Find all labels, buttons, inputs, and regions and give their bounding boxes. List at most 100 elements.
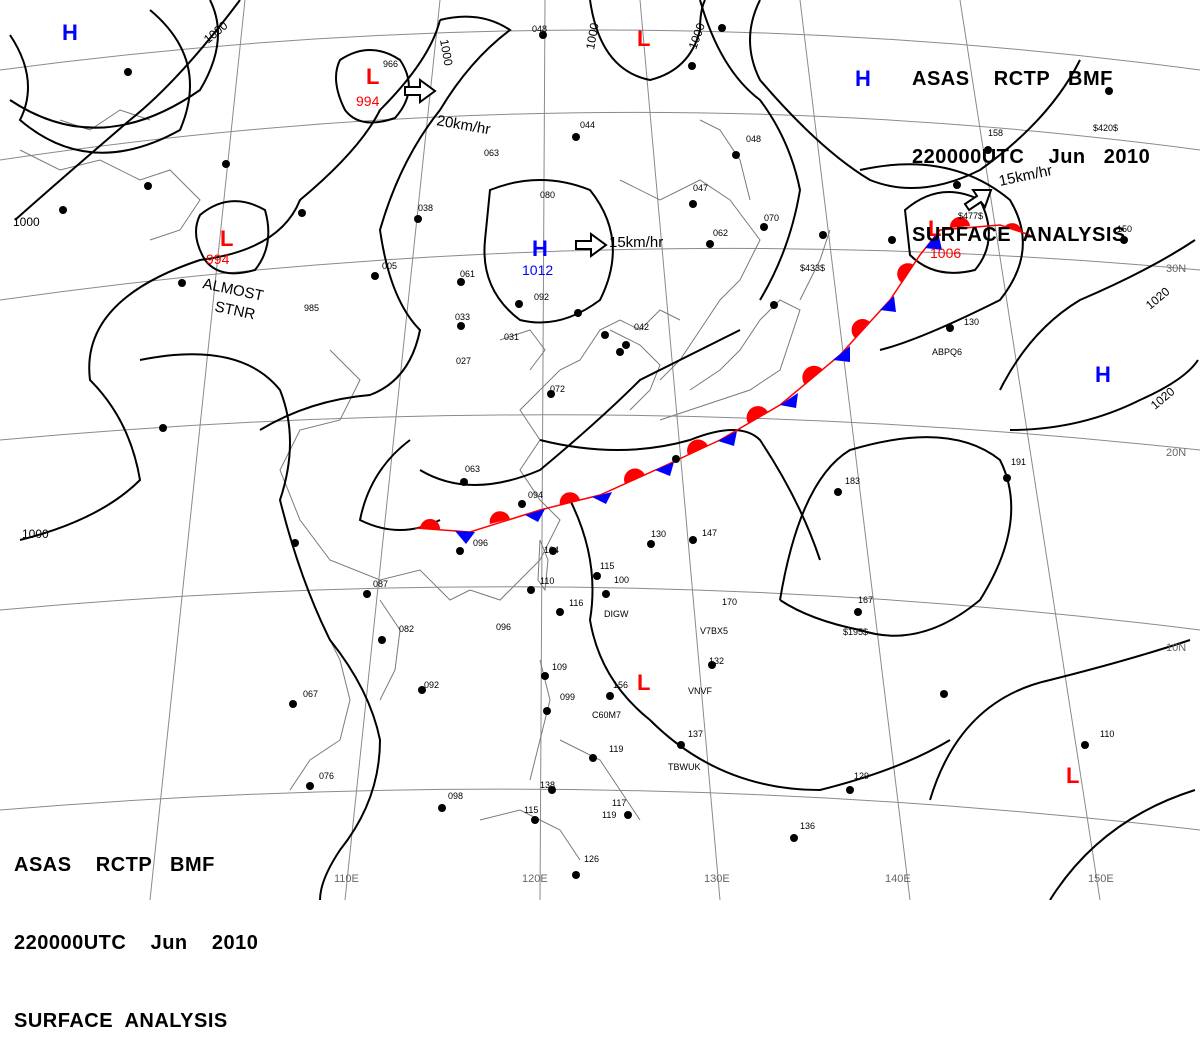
header-bottom: ASAS RCTP BMF 220000UTC Jun 2010 SURFACE… — [14, 800, 258, 1060]
stationary-front — [414, 216, 1031, 544]
low-center-label: L — [637, 670, 650, 695]
station-value: 099 — [560, 692, 575, 702]
cold-front-symbols — [455, 232, 942, 544]
station-value: 087 — [373, 579, 388, 589]
station-value: 150 — [1117, 224, 1132, 234]
isobars — [9, 0, 1199, 900]
weather-map: 1000 1000 1000 1000 1000 1000 1020 1020 … — [0, 0, 1200, 900]
header-line: 220000UTC Jun 2010 — [14, 932, 259, 954]
high-center-label: H — [532, 236, 548, 261]
station-value: 092 — [534, 292, 549, 302]
station-value: 130 — [651, 529, 666, 539]
station-value: 038 — [418, 203, 433, 213]
station-value: 147 — [702, 528, 717, 538]
station-value: 138 — [540, 780, 555, 790]
station-value: 076 — [319, 771, 334, 781]
station-value: 080 — [540, 190, 555, 200]
low-center-value: 1006 — [930, 245, 961, 261]
low-center-value: 994 — [206, 251, 230, 267]
header-line: ASAS RCTP BMF — [14, 854, 215, 876]
station-value: 119 — [602, 810, 616, 820]
station-value: 096 — [473, 538, 488, 548]
station-value: 062 — [713, 228, 728, 238]
high-center-value: 1012 — [522, 262, 553, 278]
station-value: 158 — [988, 128, 1003, 138]
station-value: 048 — [746, 134, 761, 144]
station-value: 137 — [688, 729, 703, 739]
motion-speed-label: 15km/hr — [609, 234, 663, 251]
arrow-low-west — [404, 78, 437, 104]
station-value: 115 — [524, 805, 538, 815]
isobar-label: 1000 — [583, 21, 601, 50]
high-center-label: H — [855, 66, 871, 91]
station-value: 985 — [304, 303, 319, 313]
station-value: 104 — [544, 545, 559, 555]
isobar-label: 1000 — [13, 215, 40, 229]
station-value: 070 — [764, 213, 779, 223]
ship-id: $195$ — [843, 627, 868, 637]
station-value: 191 — [1011, 457, 1026, 467]
latitude-label: 20N — [1166, 447, 1186, 459]
ship-id: VNVF — [688, 686, 713, 696]
low-center-label: L — [637, 26, 650, 51]
station-value: 116 — [569, 598, 583, 608]
warm-front-symbols — [420, 216, 1022, 530]
arrow-low-ne — [963, 189, 993, 212]
low-center-label: L — [366, 64, 379, 89]
longitude-label: 130E — [704, 873, 730, 885]
low-center-value: 994 — [356, 93, 380, 109]
low-center-label: L — [220, 226, 233, 251]
station-value: 110 — [540, 576, 554, 586]
station-value: 183 — [845, 476, 860, 486]
station-value: 005 — [382, 261, 397, 271]
header-line: 220000UTC Jun 2010 — [912, 146, 1151, 168]
station-value: 048 — [532, 24, 547, 34]
station-value: 063 — [465, 464, 480, 474]
arrow-high-center — [575, 232, 608, 258]
station-value: 092 — [424, 680, 439, 690]
ship-id: C60M7 — [592, 710, 621, 720]
longitude-label: 140E — [885, 873, 911, 885]
high-center-label: H — [1095, 362, 1111, 387]
latitude-label: 30N — [1166, 263, 1186, 275]
station-value: 132 — [709, 656, 724, 666]
station-value: 031 — [504, 332, 519, 342]
station-value: 109 — [552, 662, 567, 672]
latitude-label: 10N — [1166, 642, 1186, 654]
header-line: SURFACE ANALYSIS — [912, 224, 1126, 246]
station-value: 966 — [383, 59, 398, 69]
high-center-label: H — [62, 20, 78, 45]
ship-id: ABPQ6 — [932, 347, 962, 357]
station-value: 094 — [528, 490, 543, 500]
ship-id: DIGW — [604, 609, 629, 619]
low-center-label: L — [928, 216, 941, 241]
station-value: 096 — [496, 622, 511, 632]
motion-arrows — [404, 78, 993, 258]
station-value: 130 — [964, 317, 979, 327]
isobar-label: 1000 — [437, 38, 455, 67]
station-value: 170 — [722, 597, 737, 607]
ship-id: TBWUK — [668, 762, 701, 772]
station-value: 042 — [634, 322, 649, 332]
station-value: 027 — [456, 356, 471, 366]
header-top: ASAS RCTP BMF 220000UTC Jun 2010 SURFACE… — [912, 14, 1150, 274]
ship-id: V7BX5 — [700, 626, 728, 636]
ship-id: $420$ — [1093, 123, 1118, 133]
station-value: 100 — [614, 575, 629, 585]
graticule — [0, 0, 1200, 900]
isobar-label: 1000 — [22, 527, 49, 541]
station-value: 063 — [484, 148, 499, 158]
longitude-label: 110E — [334, 873, 359, 885]
station-value: 072 — [550, 384, 565, 394]
longitude-label: 150E — [1088, 873, 1114, 885]
station-value: 033 — [455, 312, 470, 322]
header-line: ASAS RCTP BMF — [912, 68, 1113, 90]
station-value: 129 — [854, 771, 869, 781]
station-value: 167 — [858, 595, 873, 605]
station-markers — [59, 24, 1128, 879]
station-value: 117 — [612, 798, 626, 808]
station-value: 044 — [580, 120, 595, 130]
header-line: SURFACE ANALYSIS — [14, 1010, 228, 1032]
station-value: 136 — [800, 821, 815, 831]
station-value: 067 — [303, 689, 318, 699]
